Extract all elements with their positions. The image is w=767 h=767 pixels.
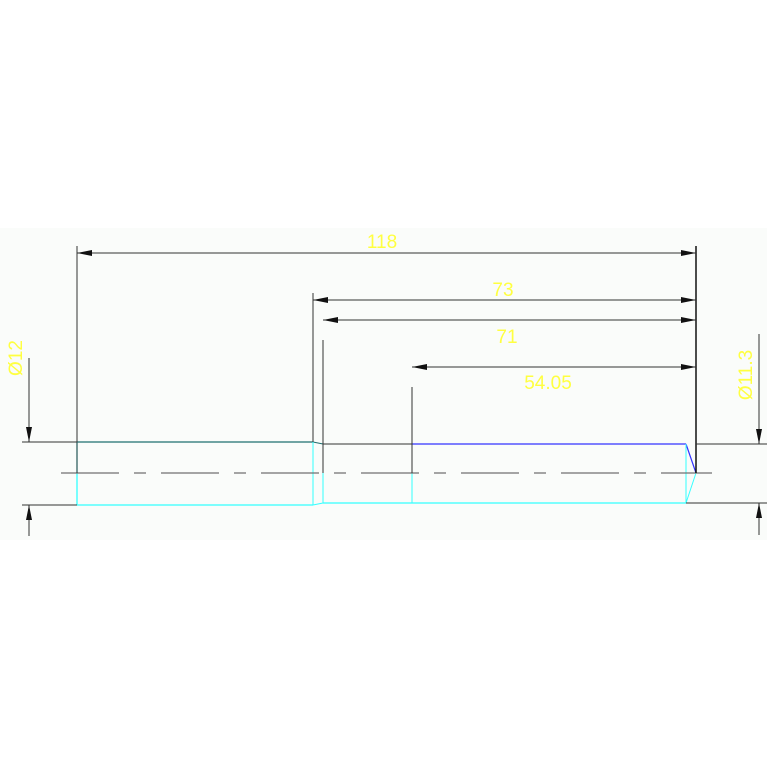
dimension-text-73: 73 — [492, 280, 513, 301]
drawing-area — [0, 228, 767, 540]
dimension-text-54: 54.05 — [524, 373, 572, 394]
dimension-text-dia12: Ø12 — [6, 340, 27, 376]
dimension-text-118: 118 — [367, 232, 397, 253]
dimension-text-71: 71 — [496, 327, 517, 348]
extension-lines — [22, 246, 767, 506]
dimension-text-dia113: Ø11.3 — [736, 350, 757, 400]
